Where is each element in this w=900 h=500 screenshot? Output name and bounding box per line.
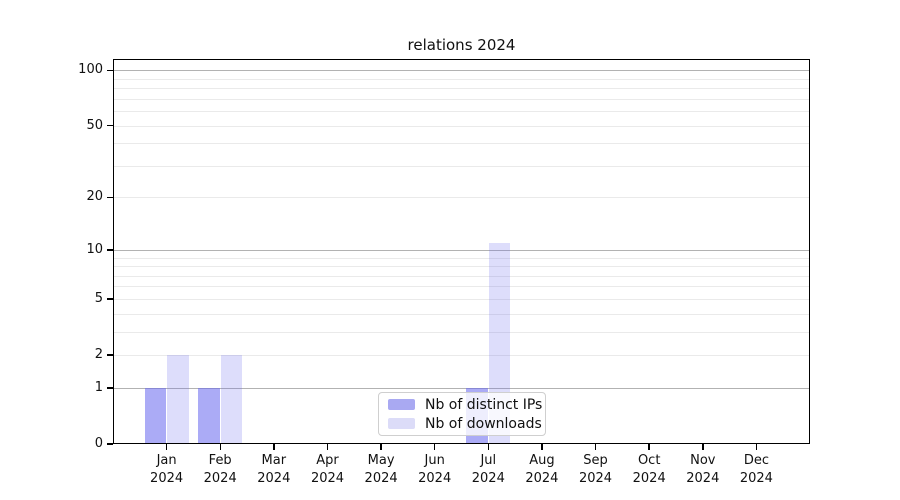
minor-gridline xyxy=(113,298,810,300)
y-tick-label: 0 xyxy=(94,436,103,451)
y-tick xyxy=(107,69,113,71)
y-tick-label: 1 xyxy=(94,379,103,395)
x-tick-label: Oct 2024 xyxy=(617,452,681,488)
minor-gridline xyxy=(113,98,810,100)
x-tick xyxy=(326,444,329,450)
minor-gridline xyxy=(113,88,810,90)
bar-downloads xyxy=(167,355,189,444)
x-tick xyxy=(648,444,650,450)
y-tick-label: 20 xyxy=(86,189,103,205)
major-gridline xyxy=(113,249,810,251)
y-tick xyxy=(107,124,113,127)
x-tick-label: Aug 2024 xyxy=(510,452,574,488)
x-tick-year: 2024 xyxy=(257,471,291,486)
x-tick xyxy=(380,444,382,450)
x-tick-year: 2024 xyxy=(525,471,559,486)
y-tick-label: 10 xyxy=(86,241,103,257)
x-tick-month: Nov xyxy=(690,453,716,468)
y-tick-label: 100 xyxy=(78,62,103,78)
y-tick xyxy=(107,354,113,356)
x-tick-month: Oct xyxy=(637,453,661,468)
x-tick xyxy=(702,444,704,450)
x-tick-year: 2024 xyxy=(686,471,720,486)
x-tick xyxy=(541,444,543,450)
x-tick-month: Aug xyxy=(529,453,555,468)
y-tick-label: 50 xyxy=(86,117,103,133)
x-tick-label: Sep 2024 xyxy=(564,452,628,488)
legend-swatch-distinct-ips xyxy=(388,399,415,410)
legend-item-distinct-ips: Nb of distinct IPs xyxy=(388,397,542,413)
x-tick xyxy=(165,444,168,450)
minor-gridline xyxy=(113,275,810,277)
chart-title: relations 2024 xyxy=(407,36,516,54)
x-tick-month: Feb xyxy=(208,453,232,468)
x-tick-label: May 2024 xyxy=(349,452,413,488)
x-tick-label: Apr 2024 xyxy=(296,452,360,488)
y-tick xyxy=(107,443,113,445)
x-tick-label: Jun 2024 xyxy=(403,452,467,488)
x-tick-label: Dec 2024 xyxy=(724,452,788,488)
x-tick-year: 2024 xyxy=(739,471,773,486)
y-tick xyxy=(107,298,113,300)
x-tick-label: Jan 2024 xyxy=(135,452,199,488)
x-tick xyxy=(433,444,436,450)
x-tick-year: 2024 xyxy=(364,471,398,486)
bar-distinct-ips xyxy=(144,387,167,444)
minor-gridline xyxy=(113,125,810,127)
minor-gridline xyxy=(113,286,810,288)
y-tick-label: 2 xyxy=(94,347,103,362)
major-gridline xyxy=(113,70,810,72)
bar-downloads xyxy=(220,355,243,444)
minor-gridline xyxy=(113,78,810,80)
major-gridline xyxy=(113,387,810,389)
legend-label-distinct-ips: Nb of distinct IPs xyxy=(425,396,543,413)
x-tick-month: Jul xyxy=(480,453,497,468)
y-tick-label: 5 xyxy=(94,290,103,306)
x-tick-label: Feb 2024 xyxy=(188,452,252,488)
x-tick-month: May xyxy=(367,453,395,468)
x-tick xyxy=(487,444,490,450)
x-tick-year: 2024 xyxy=(150,471,184,486)
bar-distinct-ips xyxy=(198,387,220,444)
minor-gridline xyxy=(113,266,810,267)
x-tick-month: Jan xyxy=(156,453,177,468)
x-tick-label: Jul 2024 xyxy=(456,452,520,488)
minor-gridline xyxy=(113,111,810,113)
minor-gridline xyxy=(113,313,810,315)
x-tick-month: Jun xyxy=(424,453,445,468)
legend-item-downloads: Nb of downloads xyxy=(388,416,542,432)
x-tick-year: 2024 xyxy=(471,471,505,486)
x-tick-month: Sep xyxy=(583,453,608,468)
minor-gridline xyxy=(113,197,810,199)
minor-gridline xyxy=(113,331,810,333)
minor-gridline xyxy=(113,257,810,259)
x-tick-month: Apr xyxy=(316,453,339,468)
x-tick xyxy=(755,444,758,450)
x-tick-year: 2024 xyxy=(310,471,345,486)
x-tick-year: 2024 xyxy=(203,471,237,486)
y-tick xyxy=(107,387,113,389)
legend: Nb of distinct IPs Nb of downloads xyxy=(378,392,546,436)
x-tick-year: 2024 xyxy=(418,471,452,486)
y-tick xyxy=(107,249,113,251)
x-tick-label: Mar 2024 xyxy=(242,452,306,488)
x-tick-year: 2024 xyxy=(632,471,666,486)
x-tick-month: Dec xyxy=(743,453,769,468)
legend-swatch-downloads xyxy=(388,418,415,429)
minor-gridline xyxy=(113,143,810,145)
legend-label-downloads: Nb of downloads xyxy=(425,415,542,432)
minor-gridline xyxy=(113,165,810,167)
x-tick xyxy=(219,444,221,450)
minor-gridline xyxy=(113,355,810,356)
x-tick xyxy=(594,444,597,450)
y-tick xyxy=(107,196,113,199)
x-tick-label: Nov 2024 xyxy=(671,452,735,488)
x-tick xyxy=(273,444,275,450)
x-tick-year: 2024 xyxy=(578,471,613,486)
x-tick-month: Mar xyxy=(261,453,287,468)
